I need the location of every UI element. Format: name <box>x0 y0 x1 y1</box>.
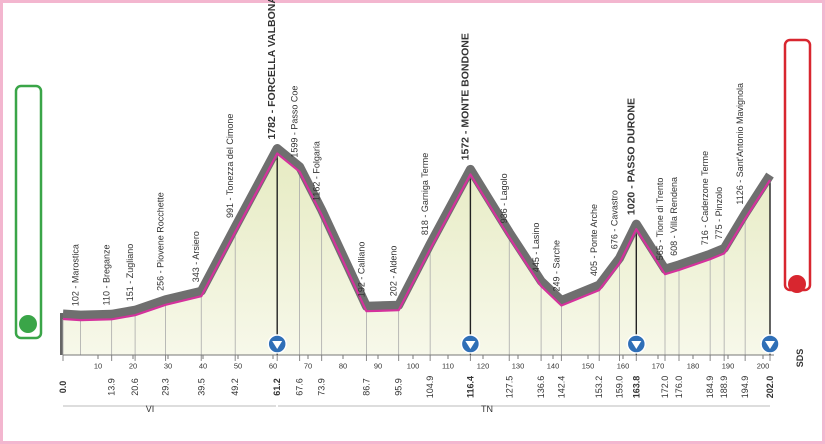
x-tick-label: 190 <box>722 362 735 371</box>
x-tick-label: 10 <box>94 362 102 371</box>
kom-marker-icon <box>465 341 476 349</box>
x-tick-label: 120 <box>477 362 490 371</box>
x-tick-label: 30 <box>164 362 172 371</box>
km-label: 163.8 <box>631 376 641 399</box>
km-label: 86.7 <box>361 378 371 396</box>
kom-marker-icon <box>272 341 283 349</box>
region-label: VI <box>146 404 155 414</box>
start-icon <box>19 315 37 333</box>
x-tick-label: 80 <box>339 362 347 371</box>
x-tick-label: 200 <box>757 362 770 371</box>
summit-label: 1782 - FORCELLA VALBONA <box>266 0 278 140</box>
profile-band <box>62 144 774 320</box>
km-label: 127.5 <box>504 376 514 399</box>
km-label: 153.2 <box>594 376 604 399</box>
profile-line <box>62 152 771 322</box>
finish-icon <box>788 275 806 293</box>
x-tick-label: 110 <box>442 362 454 371</box>
km-label: 159.0 <box>615 376 625 399</box>
km-label: 39.5 <box>196 378 206 396</box>
x-tick-label: 180 <box>687 362 700 371</box>
waypoint-label: 565 - Tione di Trento <box>655 178 665 261</box>
x-tick-label: 60 <box>269 362 277 371</box>
waypoint-label: 1126 - Sant'Antonio Mavignola <box>735 83 745 205</box>
waypoint-label: 775 - Pinzolo <box>714 187 724 240</box>
x-tick-label: 170 <box>652 362 665 371</box>
waypoint-label: 716 - Caderzone Terme <box>700 151 710 245</box>
waypoint-label: 676 - Cavastro <box>610 190 620 249</box>
waypoint-label: 110 - Breganze <box>102 244 112 305</box>
waypoint-label: 405 - Ponte Arche <box>589 204 599 276</box>
credit: SDS <box>795 349 805 368</box>
km-label: 20.6 <box>130 378 140 396</box>
region-label: TN <box>481 404 493 414</box>
start-box <box>14 84 43 340</box>
km-label: 0.0 <box>58 381 68 394</box>
profile-fill <box>63 153 770 355</box>
x-tick-label: 40 <box>199 362 207 371</box>
summit-label: 1020 - PASSO DURONE <box>625 98 637 215</box>
waypoint-label: 1599 - Passo Coe <box>290 86 300 158</box>
x-tick-label: 20 <box>129 362 137 371</box>
waypoint-label: 151 - Zugliano <box>125 244 135 302</box>
kom-marker-icon <box>631 341 642 349</box>
waypoint-label: 249 - Sarche <box>551 240 561 292</box>
finish-box <box>783 38 812 292</box>
km-label: 172.0 <box>660 376 670 399</box>
waypoint-label: 343 - Arsiero <box>191 231 201 282</box>
x-tick-label: 90 <box>374 362 382 371</box>
km-label: 29.3 <box>161 378 171 396</box>
km-label: 188.9 <box>719 376 729 399</box>
km-label: 136.6 <box>536 376 546 399</box>
km-label: 95.9 <box>394 378 404 396</box>
x-tick-label: 160 <box>617 362 630 371</box>
km-label: 49.2 <box>230 378 240 396</box>
x-tick-label: 100 <box>407 362 420 371</box>
waypoint-label: 102 - Marostica <box>71 244 81 306</box>
waypoint-label: 202 - Aldeno <box>389 246 399 297</box>
x-tick-label: 150 <box>582 362 595 371</box>
start-wall <box>60 313 63 355</box>
km-label: 73.9 <box>317 378 327 396</box>
km-label: 104.9 <box>425 376 435 399</box>
waypoint-label: 608 - Villa Rendena <box>669 177 679 256</box>
km-label: 61.2 <box>272 378 282 396</box>
waypoint-label: 192 - Calliano <box>356 242 366 298</box>
x-tick-label: 130 <box>512 362 525 371</box>
km-label: 176.0 <box>674 376 684 399</box>
kom-marker-icon <box>765 341 775 349</box>
km-label: 194.9 <box>740 376 750 399</box>
waypoint-label: 818 - Garniga Terme <box>420 153 430 235</box>
waypoint-label: 936 - Lagolo <box>499 173 509 223</box>
km-label: 13.9 <box>107 378 117 396</box>
waypoint-label: 445 - Lasino <box>531 223 541 273</box>
waypoint-label: 256 - Piovene Rocchette <box>156 192 166 291</box>
km-label: 116.4 <box>465 376 475 398</box>
km-label: 202.0 <box>765 376 775 399</box>
summit-label: 1572 - MONTE BONDONE <box>459 33 471 160</box>
waypoint-label: 1162 - Folgaria <box>312 141 322 201</box>
km-label: 142.4 <box>556 376 566 399</box>
x-tick-label: 140 <box>547 362 560 371</box>
waypoint-label: 991 - Tonezza del Cimone <box>225 114 235 218</box>
x-tick-label: 70 <box>304 362 312 371</box>
x-tick-label: 50 <box>234 362 242 371</box>
km-label: 67.6 <box>295 378 305 396</box>
km-label: 184.9 <box>705 376 715 399</box>
